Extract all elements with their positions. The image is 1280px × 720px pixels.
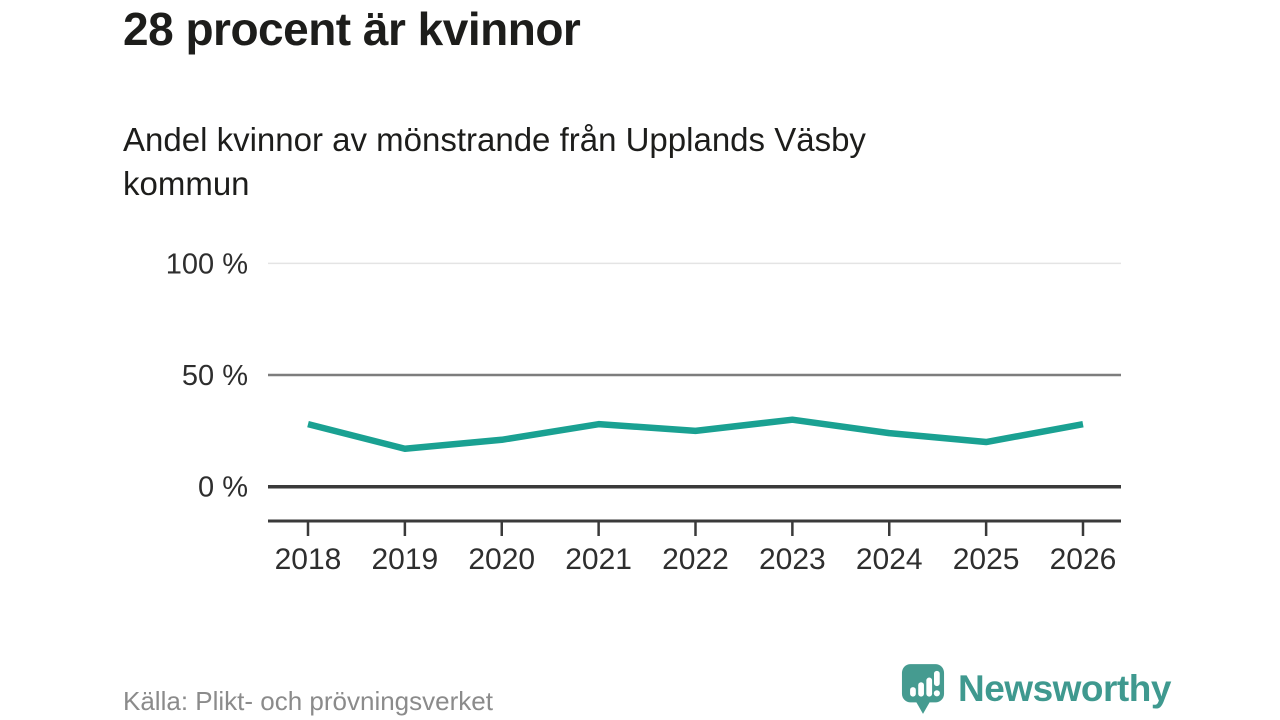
- y-axis-tick-label: 50 %: [182, 360, 248, 392]
- chart-title: 28 procent är kvinnor: [123, 3, 581, 55]
- x-axis-tick-label: 2020: [468, 543, 535, 576]
- newsworthy-brand: Newsworthy: [901, 663, 1171, 715]
- x-axis-tick-label: 2025: [953, 543, 1020, 576]
- y-axis-tick-label: 0 %: [198, 472, 248, 504]
- chart-subtitle: Andel kvinnor av mönstrande från Uppland…: [123, 121, 866, 202]
- y-axis-tick-label: 100 %: [166, 248, 248, 280]
- x-axis-tick-label: 2026: [1050, 543, 1117, 576]
- source-note: Källa: Plikt- och prövningsverket: [123, 686, 493, 716]
- brand-name: Newsworthy: [958, 668, 1171, 709]
- x-axis-tick-label: 2019: [372, 543, 439, 576]
- newsworthy-logo-icon: [901, 664, 945, 714]
- data-line-andel-kvinnor: [307, 416, 1084, 452]
- x-axis-tick-label: 2024: [856, 543, 923, 576]
- x-axis-tick-label: 2018: [275, 543, 342, 576]
- x-axis-tick-label: 2023: [759, 543, 826, 576]
- x-axis-tick-label: 2021: [565, 543, 632, 576]
- x-axis-tick-label: 2022: [662, 543, 729, 576]
